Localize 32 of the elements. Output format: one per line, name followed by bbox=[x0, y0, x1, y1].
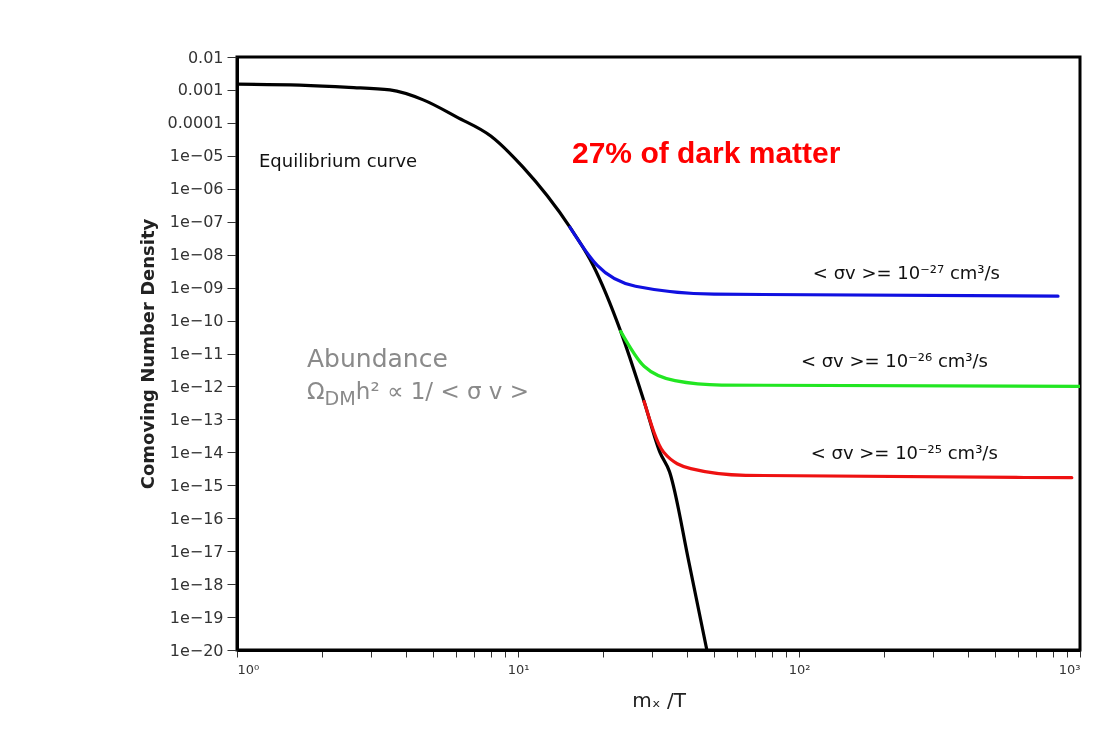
y-tick-label: 1e−19 bbox=[169, 607, 224, 627]
x-tick-label: 10² bbox=[788, 661, 811, 677]
y-tick-label: 1e−07 bbox=[169, 212, 224, 232]
annotation: Ω$_{DM}$h² ∝ 1/ < σ v > bbox=[307, 378, 530, 410]
y-axis-title: Comoving Number Density bbox=[136, 218, 158, 490]
y-tick-label: 1e−12 bbox=[169, 376, 224, 396]
y-tick-label: 1e−11 bbox=[169, 344, 224, 363]
annotation: Abundance bbox=[307, 344, 448, 373]
y-tick-label: 1e−06 bbox=[169, 179, 224, 199]
y-tick-label: 1e−18 bbox=[169, 574, 224, 594]
y-tick-label: 1e−17 bbox=[169, 541, 224, 561]
y-tick-label: 1e−08 bbox=[169, 245, 224, 265]
series-label: < σv >= 10⁻²⁷ cm³/s bbox=[812, 262, 1000, 284]
series-label: < σv >= 10⁻²⁶ cm³/s bbox=[800, 350, 988, 372]
y-tick-label: 1e−13 bbox=[169, 409, 224, 429]
y-tick-label: 1e−20 bbox=[169, 640, 224, 660]
y-tick-label: 1e−09 bbox=[169, 278, 224, 298]
y-tick-label: 1e−16 bbox=[169, 508, 224, 528]
y-tick-label: 1e−15 bbox=[169, 475, 224, 495]
y-tick-label: 0.01 bbox=[187, 47, 224, 67]
x-tick-label: 10⁰ bbox=[237, 661, 260, 677]
y-tick-label: 0.001 bbox=[177, 80, 224, 100]
annotation: 27% of dark matter bbox=[572, 136, 841, 170]
x-tick-label: 10³ bbox=[1058, 661, 1081, 677]
x-axis-title: mₓ /T bbox=[632, 687, 687, 712]
y-tick-label: 0.0001 bbox=[167, 113, 224, 133]
y-tick-label: 1e−10 bbox=[169, 311, 224, 331]
text: Equilibrium curve bbox=[259, 150, 418, 172]
y-tick-label: 1e−14 bbox=[169, 442, 224, 462]
series-label: < σv >= 10⁻²⁵ cm³/s bbox=[810, 441, 998, 463]
y-tick-label: 1e−05 bbox=[169, 146, 224, 166]
x-tick-label: 10¹ bbox=[507, 661, 530, 677]
